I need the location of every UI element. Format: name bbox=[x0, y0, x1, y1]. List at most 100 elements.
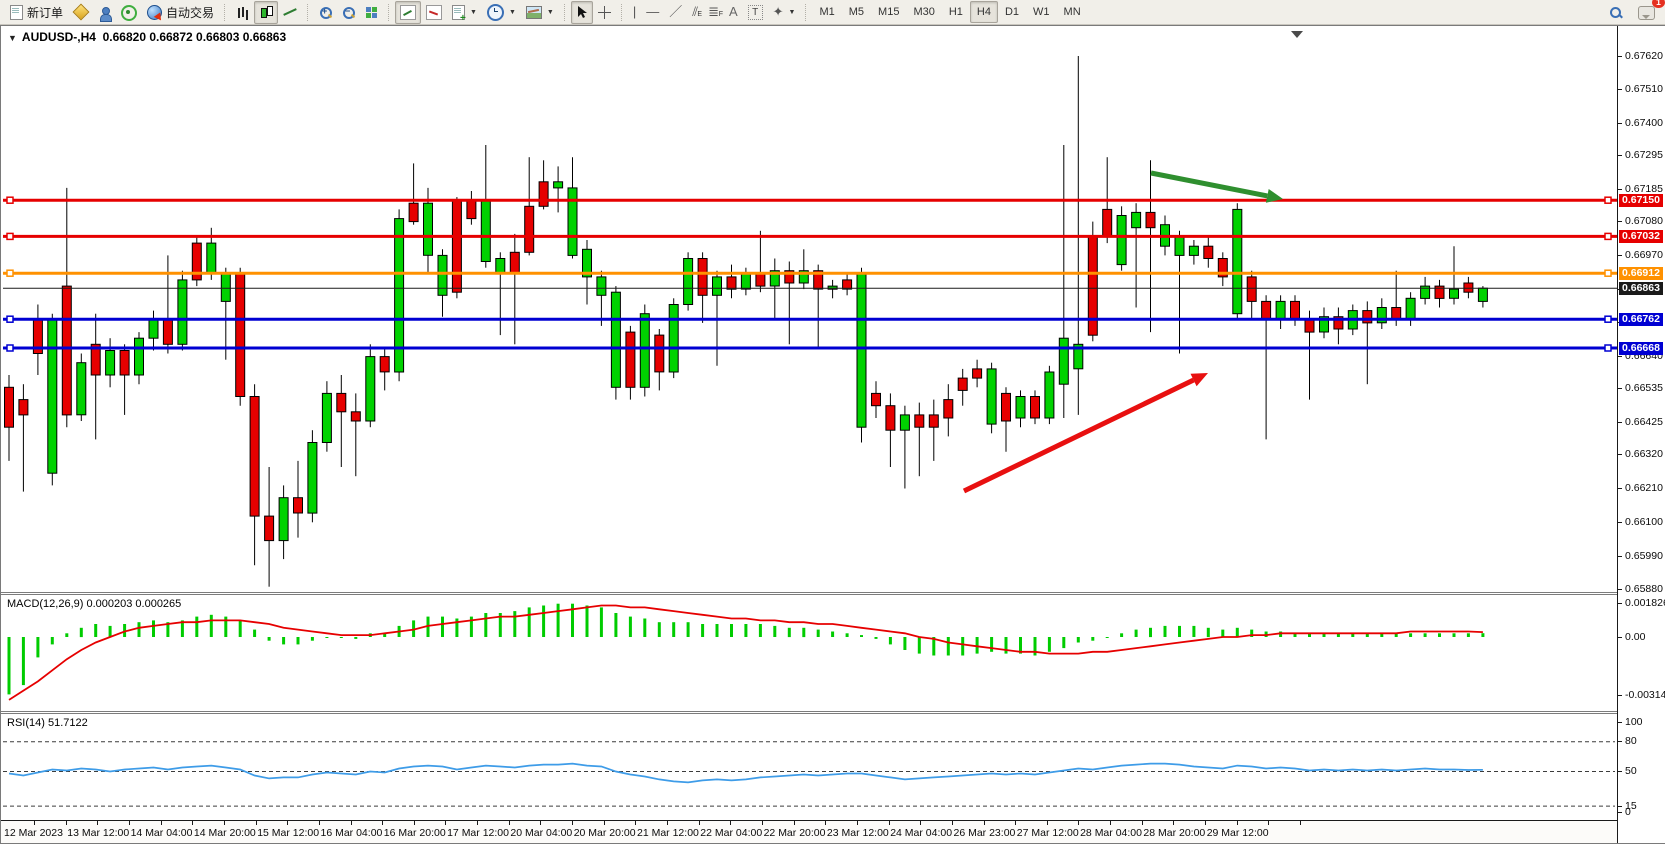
market-watch-button[interactable] bbox=[94, 1, 116, 24]
signals-button[interactable] bbox=[116, 1, 142, 24]
zoom-in-button[interactable]: + bbox=[314, 1, 337, 24]
candle-body bbox=[769, 270, 780, 287]
line-anchor-handle[interactable] bbox=[6, 232, 14, 241]
chart-shift-marker[interactable] bbox=[1291, 31, 1303, 38]
pane-separator[interactable] bbox=[1, 711, 1664, 714]
candle-body bbox=[379, 356, 390, 373]
date-axis-tick bbox=[255, 821, 257, 825]
trendline-button[interactable]: ／ bbox=[664, 1, 687, 24]
new-order-button[interactable]: 新订单 bbox=[5, 1, 68, 24]
green-arrow[interactable] bbox=[1150, 170, 1268, 199]
timeframe-M30[interactable]: M30 bbox=[913, 6, 935, 18]
candle-body bbox=[1405, 297, 1416, 321]
market-watch-icon bbox=[99, 6, 113, 22]
bar-chart-button[interactable] bbox=[231, 1, 254, 24]
timeframe-M15[interactable]: M15 bbox=[878, 6, 900, 18]
vertical-line-button[interactable]: | bbox=[628, 1, 641, 24]
signals-icon bbox=[121, 4, 138, 21]
profile-down-button[interactable] bbox=[421, 1, 447, 24]
candle-body bbox=[1116, 215, 1127, 266]
fibonacci-button[interactable]: ≣ F bbox=[703, 1, 724, 24]
candle-body bbox=[1362, 310, 1373, 324]
axis-tick bbox=[1618, 771, 1622, 772]
axis-tick bbox=[1618, 741, 1622, 743]
macd-histogram-bar bbox=[1076, 637, 1080, 643]
macd-histogram-bar bbox=[1178, 625, 1181, 637]
red-arrow[interactable] bbox=[962, 377, 1195, 494]
auto-trading-button[interactable]: 自动交易 bbox=[142, 1, 219, 24]
timeframe-D1[interactable]: D1 bbox=[1004, 6, 1020, 18]
template-button[interactable]: ▼ bbox=[521, 1, 559, 24]
crosshair-button[interactable] bbox=[593, 1, 616, 24]
line-chart-button[interactable] bbox=[278, 1, 302, 24]
candle-body bbox=[423, 202, 433, 256]
cursor-button[interactable] bbox=[570, 0, 593, 24]
horizontal-line-button[interactable]: — bbox=[641, 1, 664, 24]
macd-histogram-bar bbox=[455, 618, 459, 637]
period-icon bbox=[486, 3, 504, 21]
timeframe-M1[interactable]: M1 bbox=[819, 6, 835, 18]
line-anchor-handle[interactable] bbox=[6, 344, 14, 352]
timeframe-W1[interactable]: W1 bbox=[1033, 6, 1050, 18]
candle-body bbox=[1463, 282, 1474, 293]
line-anchor-handle[interactable] bbox=[1604, 232, 1612, 241]
text-button[interactable]: A bbox=[724, 1, 743, 24]
macd-histogram-bar bbox=[123, 624, 127, 637]
price-tick-label: 0.66320 bbox=[1625, 448, 1663, 461]
macd-histogram-bar bbox=[686, 622, 690, 637]
line-anchor-handle[interactable] bbox=[1604, 196, 1612, 204]
period-button[interactable]: ▼ bbox=[482, 1, 521, 24]
timeframe-H4[interactable]: H4 bbox=[969, 1, 998, 23]
date-axis-tick bbox=[34, 821, 35, 825]
candle-body bbox=[928, 414, 939, 428]
zoom-out-button[interactable]: − bbox=[337, 1, 360, 24]
line-anchor-handle[interactable] bbox=[6, 269, 14, 277]
pane-separator[interactable] bbox=[1, 592, 1664, 595]
chevron-down-icon: ▼ bbox=[470, 8, 477, 16]
green-arrow-head[interactable] bbox=[1265, 189, 1283, 203]
price-axis[interactable]: 0.67620 0.67510 0.67400 0.67295 0.67185 0.670… bbox=[1617, 26, 1665, 843]
text-label-button[interactable]: T bbox=[743, 1, 768, 24]
notifications-button[interactable]: 1 bbox=[1633, 0, 1665, 24]
chart-menu-icon[interactable]: ▼ bbox=[8, 33, 17, 43]
candle-body bbox=[957, 377, 968, 391]
candle-body bbox=[1001, 392, 1011, 422]
search-button[interactable] bbox=[1604, 1, 1627, 24]
timeframe-M5[interactable]: M5 bbox=[848, 6, 865, 18]
macd-histogram-bar bbox=[513, 611, 517, 637]
macd-histogram-bar bbox=[1192, 625, 1196, 637]
date-axis[interactable]: 12 Mar 2023 13 Mar 12:00 14 Mar 04:00 14 Ma… bbox=[1, 821, 1617, 843]
indicators-button[interactable] bbox=[68, 1, 94, 24]
line-chart-icon bbox=[283, 5, 297, 19]
macd-histogram-bar bbox=[990, 637, 994, 652]
candlestick-chart-button[interactable] bbox=[254, 0, 279, 24]
line-anchor-handle[interactable] bbox=[1604, 344, 1612, 352]
arrows-button[interactable]: ✦ ▼ bbox=[768, 1, 801, 24]
candle-body bbox=[899, 414, 910, 431]
channel-button[interactable]: ⫽ E bbox=[687, 1, 703, 24]
timeframe-MN[interactable]: MN bbox=[1063, 6, 1081, 18]
line-anchor-handle[interactable] bbox=[1604, 269, 1612, 277]
candle-body bbox=[148, 319, 159, 339]
chart-canvas[interactable] bbox=[1, 26, 1617, 821]
date-axis-tick bbox=[413, 821, 415, 825]
new-chart-button[interactable]: + ▼ bbox=[447, 1, 482, 24]
red-arrow-head[interactable] bbox=[1190, 373, 1209, 387]
candle-body bbox=[336, 392, 347, 413]
date-tick-label: 17 Mar 12:00 bbox=[447, 827, 509, 839]
macd-histogram-bar bbox=[1481, 633, 1485, 637]
line-anchor-handle[interactable] bbox=[6, 196, 14, 204]
line-anchor-handle[interactable] bbox=[6, 315, 14, 323]
candle-body bbox=[596, 276, 607, 296]
axis-tick bbox=[1618, 636, 1622, 638]
timeframe-H1[interactable]: H1 bbox=[948, 6, 963, 18]
chart-window[interactable]: ▼ AUDUSD-,H4 0.66820 0.66872 0.66803 0.66… bbox=[0, 25, 1665, 844]
date-axis-tick bbox=[160, 821, 162, 825]
profile-up-button[interactable] bbox=[395, 0, 422, 24]
macd-histogram-bar bbox=[1452, 633, 1456, 637]
axis-tick bbox=[1618, 356, 1622, 358]
macd-histogram-bar bbox=[1105, 637, 1109, 638]
line-anchor-handle[interactable] bbox=[1604, 315, 1612, 323]
macd-histogram-bar bbox=[1047, 637, 1051, 652]
tile-windows-button[interactable] bbox=[360, 1, 383, 24]
